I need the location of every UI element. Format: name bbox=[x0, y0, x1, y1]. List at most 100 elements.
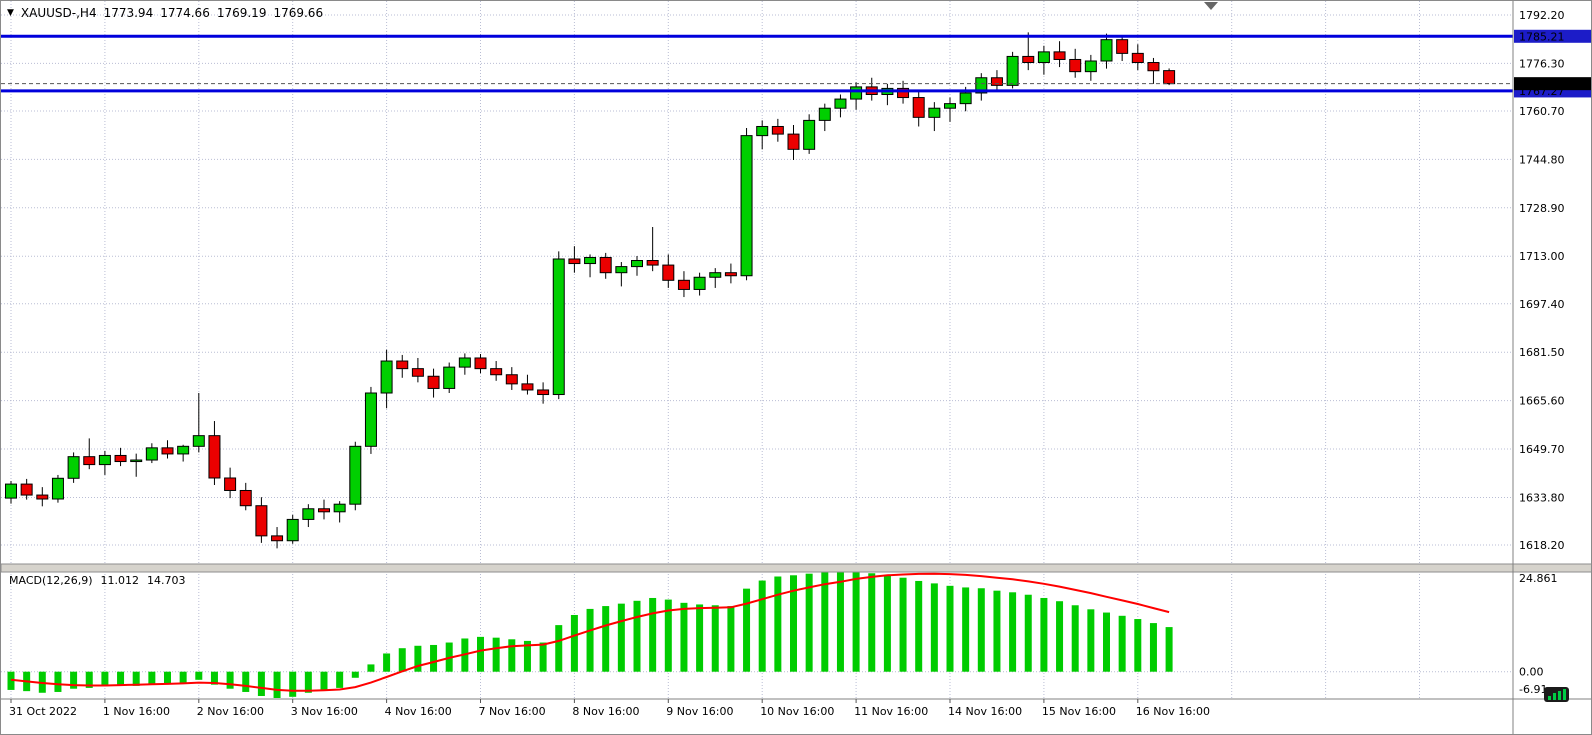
mini-scrollbar[interactable] bbox=[1544, 687, 1569, 702]
candle bbox=[944, 103, 956, 109]
candle bbox=[584, 256, 597, 265]
macd-bar bbox=[539, 642, 547, 672]
macd-bar bbox=[242, 671, 250, 692]
candle bbox=[411, 368, 424, 377]
candle bbox=[224, 477, 237, 491]
candle bbox=[662, 264, 675, 281]
macd-bar bbox=[852, 571, 860, 672]
candle bbox=[1147, 62, 1160, 72]
macd-bar bbox=[226, 671, 234, 689]
mini-scrollbar-bar bbox=[1547, 696, 1551, 700]
macd-bar bbox=[696, 604, 704, 672]
candle bbox=[599, 256, 612, 274]
candle bbox=[568, 258, 581, 265]
macd-bar bbox=[1103, 612, 1110, 672]
candle bbox=[693, 276, 706, 290]
macd-bar bbox=[367, 664, 375, 672]
ohlc-high-value: 1774.66 bbox=[160, 6, 210, 20]
macd-bar bbox=[289, 671, 297, 697]
candle bbox=[959, 92, 972, 105]
chart-header: ▼ XAUUSD-,H4 1773.94 1774.66 1769.19 176… bbox=[7, 6, 323, 20]
candle bbox=[1084, 60, 1097, 73]
candle bbox=[51, 477, 64, 500]
macd-bar bbox=[930, 583, 938, 672]
candle bbox=[709, 272, 722, 278]
candle bbox=[724, 272, 737, 277]
ohlc-low-value: 1769.19 bbox=[216, 6, 267, 20]
time-axis-label: 31 Oct 2022 bbox=[9, 705, 77, 718]
macd-signal-value: 14.703 bbox=[147, 574, 186, 587]
macd-bar bbox=[821, 572, 829, 672]
symbol-dropdown-icon[interactable]: ▼ bbox=[7, 8, 14, 18]
time-axis-label: 2 Nov 16:00 bbox=[197, 705, 264, 718]
mini-scrollbar-bar bbox=[1552, 693, 1556, 700]
candle bbox=[1069, 58, 1082, 73]
macd-bar bbox=[649, 597, 657, 672]
candle bbox=[443, 366, 456, 389]
time-axis-label: 1 Nov 16:00 bbox=[103, 705, 170, 718]
ohlc-close-value: 1769.66 bbox=[273, 6, 324, 20]
ohlc-open-value: 1773.94 bbox=[103, 6, 154, 20]
macd-bar bbox=[633, 600, 641, 672]
macd-bar bbox=[70, 671, 78, 689]
price-badge: 1769.66 bbox=[1514, 77, 1591, 91]
macd-bar bbox=[117, 671, 125, 686]
candle bbox=[552, 258, 565, 396]
candle bbox=[803, 119, 816, 150]
macd-bar bbox=[1040, 597, 1048, 672]
candle bbox=[521, 383, 534, 391]
price-axis-label: 1649.70 bbox=[1519, 443, 1565, 456]
candle bbox=[67, 456, 80, 479]
time-axis-label: 16 Nov 16:00 bbox=[1136, 705, 1210, 718]
macd-bar bbox=[743, 588, 751, 672]
macd-bar bbox=[774, 576, 782, 672]
macd-bar bbox=[868, 573, 876, 672]
price-badge-bg bbox=[1514, 77, 1591, 91]
candle bbox=[98, 454, 111, 466]
time-axis-label: 8 Nov 16:00 bbox=[572, 705, 639, 718]
symbol-period-label: XAUUSD-,H4 bbox=[20, 6, 97, 20]
candle bbox=[771, 125, 784, 135]
macd-bar bbox=[836, 570, 844, 672]
candle bbox=[1053, 51, 1066, 60]
time-axis-label: 10 Nov 16:00 bbox=[760, 705, 834, 718]
macd-histogram bbox=[7, 570, 1173, 698]
macd-name: MACD(12,26,9) bbox=[9, 574, 93, 587]
candle bbox=[114, 454, 127, 463]
macd-bar bbox=[1118, 615, 1126, 672]
macd-bar bbox=[977, 588, 985, 672]
candle bbox=[834, 98, 847, 109]
mini-scrollbar-bar bbox=[1557, 691, 1561, 700]
macd-indicator-label: MACD(12,26,9) 11.012 14.703 bbox=[9, 574, 186, 587]
macd-bar bbox=[430, 644, 438, 672]
price-axis-label: 1744.80 bbox=[1519, 153, 1565, 166]
time-axis-label: 11 Nov 16:00 bbox=[854, 705, 928, 718]
macd-bar bbox=[962, 587, 970, 672]
price-axis-label: 1776.30 bbox=[1519, 57, 1565, 70]
macd-bar bbox=[273, 671, 281, 698]
macd-axis-label: 24.861 bbox=[1519, 572, 1558, 585]
candle bbox=[83, 456, 96, 466]
panel-splitter[interactable] bbox=[1, 563, 1592, 573]
candle bbox=[318, 508, 330, 513]
macd-bar bbox=[304, 671, 312, 693]
chart-shift-marker[interactable] bbox=[1204, 2, 1218, 10]
macd-bar bbox=[257, 671, 265, 697]
macd-bar bbox=[164, 671, 171, 684]
macd-bar bbox=[85, 671, 93, 688]
time-axis-label: 3 Nov 16:00 bbox=[291, 705, 358, 718]
candle bbox=[631, 260, 643, 268]
price-axis-label: 1760.70 bbox=[1519, 105, 1565, 118]
candle bbox=[177, 445, 190, 455]
time-axis-label: 7 Nov 16:00 bbox=[479, 705, 546, 718]
macd-signal-line bbox=[10, 572, 1170, 692]
macd-bar bbox=[711, 605, 719, 672]
time-axis-label: 4 Nov 16:00 bbox=[385, 705, 452, 718]
candle bbox=[1006, 55, 1019, 86]
macd-bar bbox=[758, 580, 766, 672]
candle bbox=[192, 435, 205, 447]
time-axis-label: 15 Nov 16:00 bbox=[1042, 705, 1116, 718]
macd-bar bbox=[586, 608, 594, 672]
